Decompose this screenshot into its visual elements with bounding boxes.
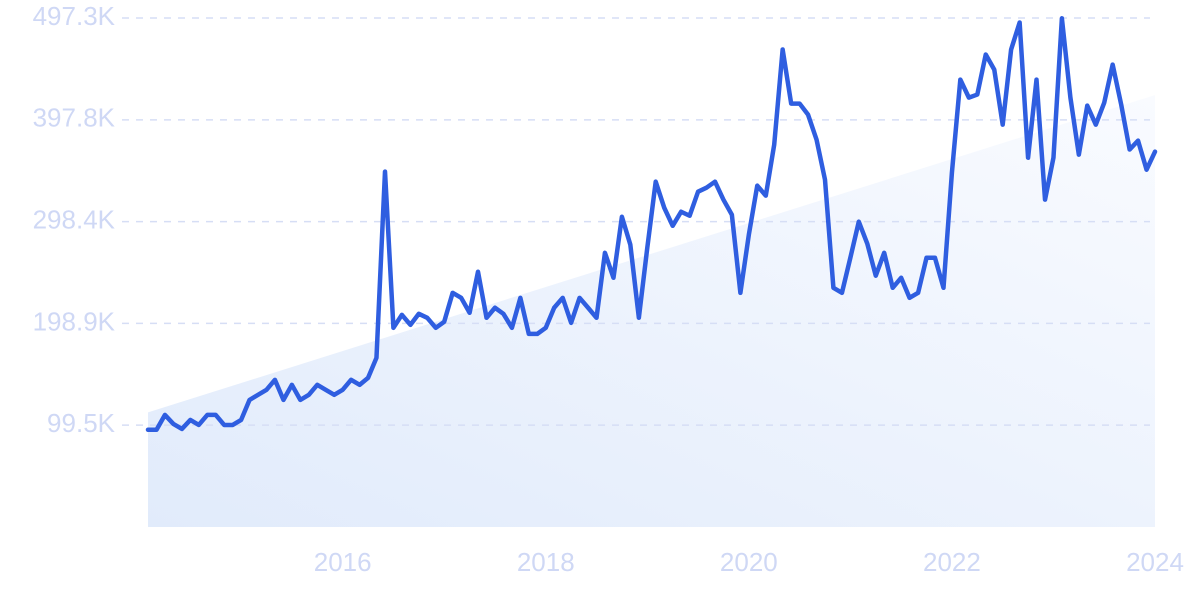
x-tick-label: 2018 [517, 547, 575, 577]
y-tick-label: 397.8K [33, 103, 116, 133]
x-tick-label: 2016 [314, 547, 372, 577]
x-tick-label: 2020 [720, 547, 778, 577]
line [145, 16, 1158, 433]
y-tick-label: 198.9K [33, 306, 116, 336]
trend-area [148, 95, 1155, 527]
y-tick-label: 497.3K [33, 1, 116, 31]
y-tick-label: 99.5K [47, 408, 116, 438]
x-tick-label: 2024 [1126, 547, 1184, 577]
x-tick-label: 2022 [923, 547, 981, 577]
y-tick-label: 298.4K [33, 204, 116, 234]
